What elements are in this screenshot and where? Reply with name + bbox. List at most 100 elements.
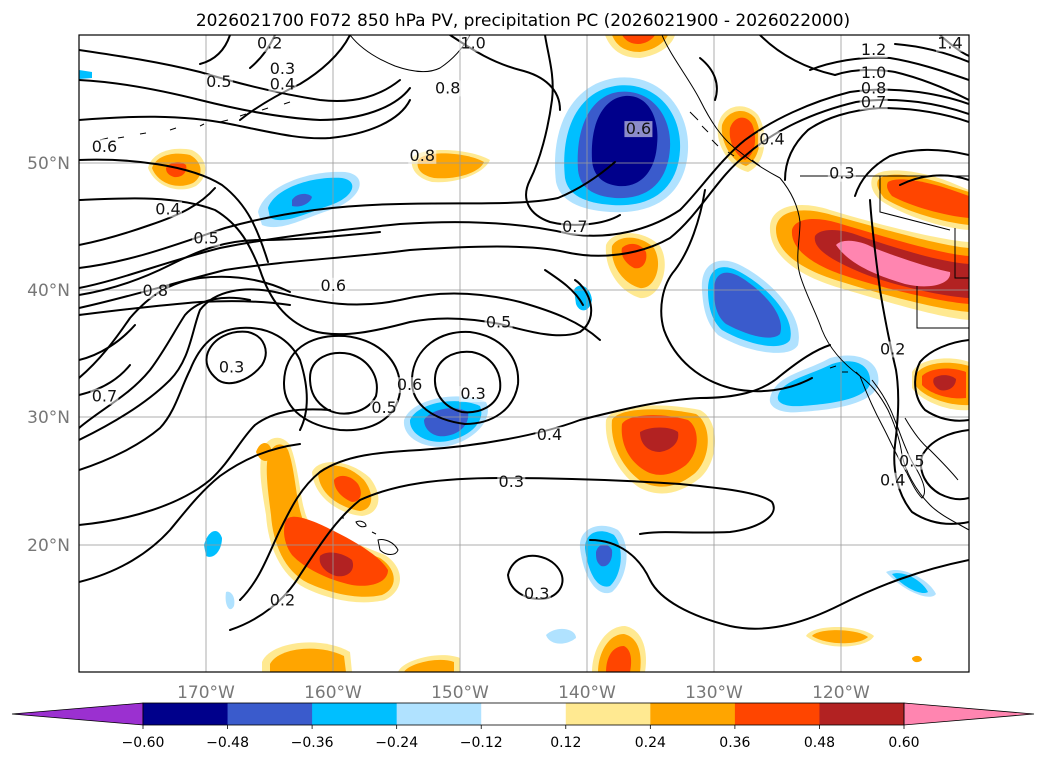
- colorbar: −0.60 −0.48 −0.36 −0.24 −0.12 0.12 0.24 0.36 0.4…: [11, 702, 1035, 751]
- pv-contour-label: 0.5: [371, 398, 396, 417]
- pv-contour-label-bg: [204, 73, 233, 90]
- pv-contour: [507, 554, 564, 600]
- pv-contour-label: 0.4: [270, 75, 295, 94]
- neg-anomaly-west-edge: [79, 70, 92, 79]
- graticule: [79, 35, 969, 672]
- pv-contour-label: 0.4: [880, 471, 905, 490]
- pv-contour: [79, 443, 301, 583]
- pv-contour-label-bg: [484, 314, 513, 331]
- pv-contour: [589, 539, 969, 630]
- pv-contour-label: 0.3: [499, 472, 524, 491]
- pv-contour: [79, 49, 401, 102]
- pv-contour-label: 0.8: [410, 146, 435, 165]
- pv-contour-label: 0.8: [435, 78, 460, 97]
- pv-contour: [79, 98, 969, 309]
- pv-contour-label-bg: [522, 586, 551, 603]
- pos-anomaly-bottom-3-core: [606, 646, 632, 672]
- pv-contour: [834, 68, 969, 101]
- pv-contour-label: 0.6: [397, 375, 422, 394]
- pv-contour-label-bg: [535, 426, 564, 443]
- pv-contour: [899, 174, 969, 186]
- pv-contour-label: 0.5: [193, 229, 218, 248]
- y-tick-label: 20°N: [27, 536, 70, 556]
- pv-contour-label-bg: [433, 80, 462, 97]
- pv-contour-label: 0.4: [155, 199, 180, 218]
- colorbar-segment: [396, 703, 482, 725]
- pv-contour-label-bg: [217, 359, 246, 376]
- neg-anomaly-w2: [225, 591, 235, 610]
- pv-contour-label: 0.7: [861, 92, 886, 111]
- pv-contour-label: 1.0: [460, 34, 485, 53]
- pv-contour-label: 0.5: [206, 72, 231, 91]
- pv-contour-label-bg: [459, 35, 488, 52]
- pv-contour-label-bg: [268, 76, 297, 93]
- x-tick-label: 170°W: [177, 683, 235, 703]
- pv-contour-label: 0.8: [143, 281, 168, 300]
- pv-contour-label-bg: [859, 94, 888, 111]
- colorbar-frame: [142, 702, 905, 726]
- pv-contours: [79, 35, 969, 631]
- pv-contour-label: 0.2: [257, 34, 282, 53]
- pv-contour-label-bg: [408, 147, 437, 164]
- y-tick-label: 40°N: [27, 281, 70, 301]
- pv-contour-label-bg: [268, 592, 297, 609]
- pv-contour: [239, 35, 351, 121]
- pv-contour-label: 0.3: [829, 164, 854, 183]
- pv-contour-label: 0.3: [524, 584, 549, 603]
- coastline-gulf-california: [904, 417, 959, 481]
- pv-contour-label-bg: [859, 80, 888, 97]
- pv-contour-label: 1.0: [861, 63, 886, 82]
- pv-contour: [79, 158, 269, 263]
- colorbar-tick-label: 0.24: [635, 735, 666, 751]
- pv-contour: [914, 339, 969, 422]
- colorbar-segment: [565, 703, 651, 725]
- pv-contour: [239, 344, 831, 601]
- pv-contour-label: 0.6: [321, 276, 346, 295]
- colorbar-tick-label: −0.12: [460, 735, 503, 751]
- bc-islands: [689, 111, 761, 167]
- colorbar-tick-label: −0.48: [206, 735, 249, 751]
- pv-contour: [79, 99, 411, 140]
- pv-contour-label-bg: [370, 400, 399, 417]
- pv-contour-label: 0.3: [460, 384, 485, 403]
- neg-anomaly-south-core: [596, 544, 613, 567]
- map-background: [79, 35, 969, 672]
- pv-contour-label-bg: [497, 473, 526, 490]
- pv-contour: [199, 35, 231, 65]
- colorbar-segment: [481, 703, 567, 725]
- pv-contour-label: 0.7: [92, 387, 117, 406]
- colorbar-tick-label: 0.36: [719, 735, 750, 751]
- coastline-baja: [859, 375, 925, 499]
- pv-contour-label: 0.2: [880, 340, 905, 359]
- pos-anomaly-bottom-5: [912, 655, 922, 663]
- state-border-4: [954, 228, 969, 279]
- pv-contour-label: 1.2: [861, 40, 886, 59]
- pv-contour: [205, 330, 267, 385]
- pv-contour: [79, 326, 308, 471]
- hawaii-island-2: [355, 520, 367, 528]
- pos-anomaly-baja-e-core: [933, 375, 956, 391]
- y-tick-label: 50°N: [27, 154, 70, 174]
- pv-contour-label-bg: [141, 282, 170, 299]
- pv-contour-label-bg: [859, 42, 888, 59]
- neg-anomaly-offshore-core: [714, 272, 782, 338]
- pv-contour-label-bg: [90, 138, 119, 155]
- pv-contour-label: 0.4: [759, 129, 784, 148]
- pv-contour-label-bg: [395, 377, 424, 394]
- colorbar-tick-label: 0.60: [888, 735, 919, 751]
- pv-contour-label-bg: [90, 388, 119, 405]
- colorbar-tick-label: −0.60: [122, 735, 165, 751]
- pv-contour-label-bg: [154, 201, 182, 218]
- pv-contour: [229, 477, 775, 631]
- pv-contour-label: 0.3: [219, 357, 244, 376]
- colorbar-tick-label: 0.12: [550, 735, 581, 751]
- pos-anomaly-california-max: [836, 240, 951, 287]
- x-tick-label: 130°W: [685, 683, 743, 703]
- neg-anomaly-ne-b-core: [292, 193, 312, 207]
- pv-contour: [894, 43, 969, 63]
- pv-contour: [809, 56, 969, 81]
- pv-contour-label-bg: [859, 65, 888, 82]
- pv-contour: [784, 107, 969, 181]
- pos-anomaly-bottom-4-mid: [812, 630, 868, 644]
